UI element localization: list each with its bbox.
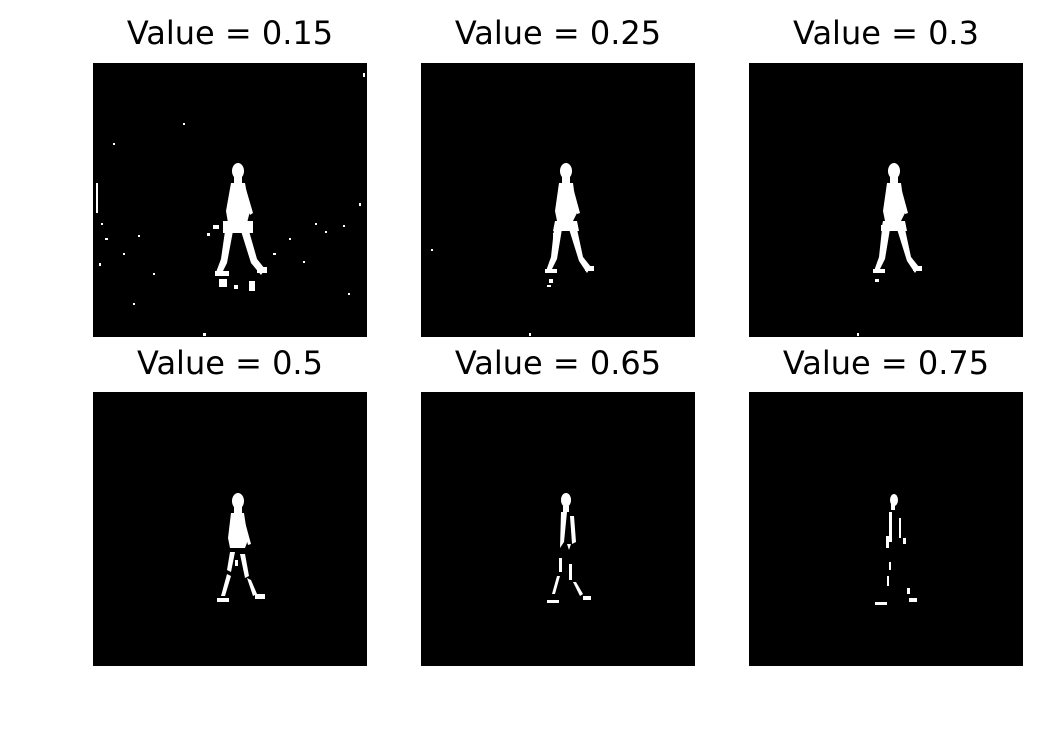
threshold-image <box>93 63 367 337</box>
threshold-image <box>93 392 367 666</box>
walking-person-silhouette <box>857 163 922 336</box>
threshold-image <box>749 63 1023 337</box>
panel-title: Value = 0.25 <box>454 14 662 52</box>
panel-title: Value = 0.15 <box>126 14 334 52</box>
walking-person-silhouette <box>875 494 917 605</box>
walking-person-silhouette <box>431 163 594 336</box>
panel-title: Value = 0.75 <box>782 344 990 382</box>
threshold-image <box>749 392 1023 666</box>
threshold-image <box>421 63 695 337</box>
walking-person-silhouette <box>547 493 591 603</box>
walking-person-silhouette <box>96 73 365 336</box>
walking-person-silhouette <box>217 493 265 602</box>
panel-title: Value = 0.5 <box>137 344 323 382</box>
panel-title: Value = 0.3 <box>793 14 979 52</box>
threshold-image <box>421 392 695 666</box>
panel-title: Value = 0.65 <box>454 344 662 382</box>
